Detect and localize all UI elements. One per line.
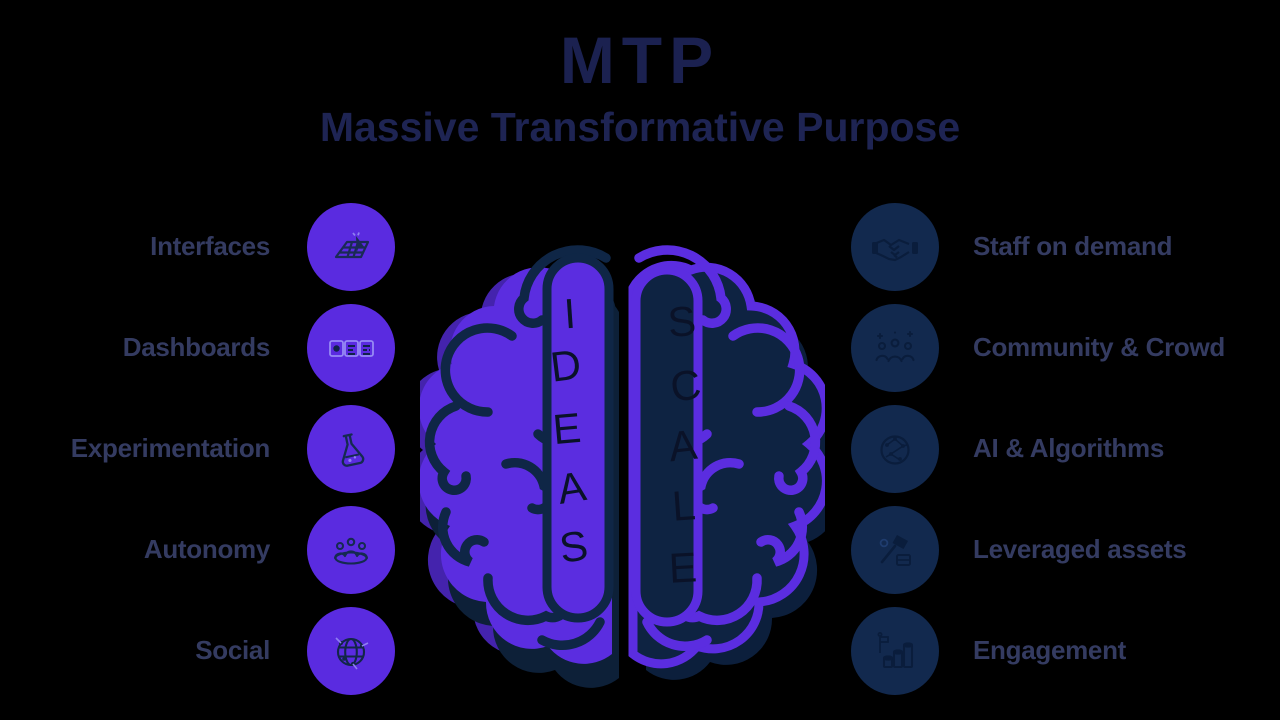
page-subtitle: Massive Transformative Purpose: [319, 104, 961, 150]
ideas-capsule: [542, 253, 614, 623]
experimentation-badge: [307, 404, 395, 493]
scale-letter: A: [666, 421, 699, 471]
interfaces-icon: [334, 231, 370, 258]
label-ai-algorithms: AI & Algorithms: [973, 433, 1164, 463]
social-icon: [335, 636, 369, 669]
autonomy-icon: [333, 537, 369, 565]
staff-on-demand-icon: [872, 238, 918, 261]
list-item: Community & Crowd: [851, 297, 1280, 398]
list-item: Experimentation: [0, 398, 395, 499]
social-badge: [307, 606, 395, 695]
scale-capsule: [631, 265, 703, 627]
label-leveraged-assets: Leveraged assets: [973, 534, 1187, 564]
list-item: Interfaces: [0, 196, 395, 297]
ai-algorithms-badge: [851, 404, 939, 493]
scale-letter: L: [671, 481, 698, 530]
scale-word: S C A L E: [666, 297, 704, 592]
list-item: Autonomy: [0, 499, 395, 600]
interfaces-badge: [307, 202, 395, 291]
list-item: Staff on demand: [851, 196, 1280, 297]
label-community-crowd: Community & Crowd: [973, 332, 1226, 362]
left-items-column: Interfaces Dashboards: [0, 196, 395, 701]
page-title: MTP: [559, 23, 721, 97]
label-social: Social: [195, 635, 270, 665]
list-item: Engagement: [851, 600, 1280, 701]
list-item: Social: [0, 600, 395, 701]
autonomy-badge: [307, 505, 395, 594]
right-items-column: Staff on demand Community & Crowd: [851, 196, 1280, 701]
label-engagement: Engagement: [973, 635, 1127, 665]
community-crowd-icon: [875, 330, 915, 362]
ideas-letter: S: [557, 521, 591, 571]
leveraged-assets-badge: [851, 505, 939, 594]
split-brain-illustration: I D E A S S C: [420, 245, 825, 688]
label-staff-on-demand: Staff on demand: [973, 231, 1173, 261]
label-dashboards: Dashboards: [122, 332, 271, 362]
ideas-word: I D E A S: [548, 290, 591, 572]
scale-letter: C: [667, 360, 704, 411]
label-autonomy: Autonomy: [143, 534, 270, 564]
leveraged-assets-icon: [879, 534, 911, 566]
ideas-letter: I: [562, 290, 577, 338]
staff-on-demand-badge: [851, 202, 939, 291]
brain-right-hemisphere: S C A L E: [628, 245, 825, 669]
ai-algorithms-icon: [880, 434, 910, 465]
experimentation-icon: [341, 432, 365, 467]
ideas-letter: E: [551, 404, 583, 453]
list-item: Dashboards: [0, 297, 395, 398]
list-item: AI & Algorithms: [851, 398, 1280, 499]
dashboards-badge: [307, 303, 395, 392]
brain-left-hemisphere: I D E A S: [420, 245, 614, 664]
list-item: Leveraged assets: [851, 499, 1280, 600]
label-experimentation: Experimentation: [70, 433, 271, 463]
scale-letter: S: [666, 297, 698, 346]
engagement-badge: [851, 606, 939, 695]
scale-letter: E: [668, 543, 698, 591]
ideas-letter: D: [548, 340, 584, 390]
dashboards-icon: [329, 339, 374, 357]
label-interfaces: Interfaces: [150, 231, 270, 261]
engagement-icon: [877, 631, 914, 668]
community-crowd-badge: [851, 303, 939, 392]
